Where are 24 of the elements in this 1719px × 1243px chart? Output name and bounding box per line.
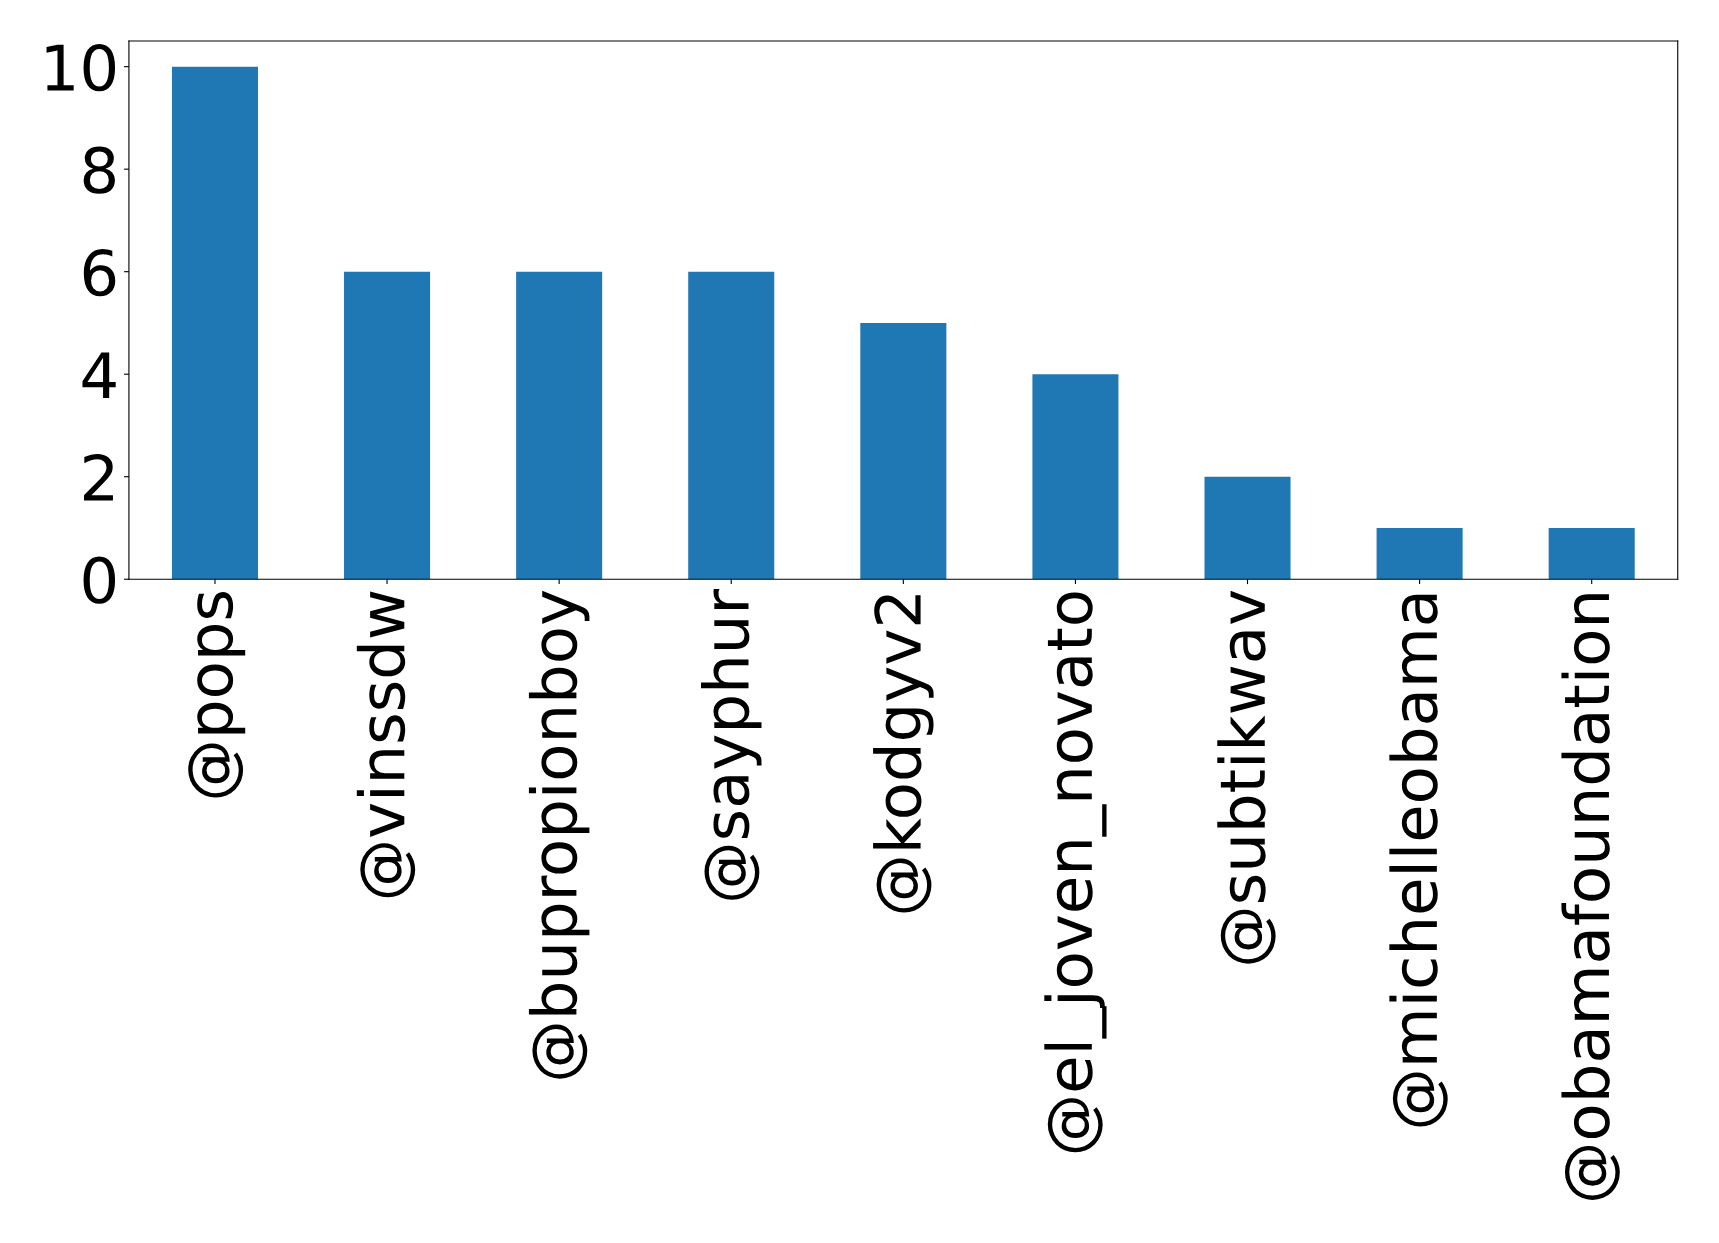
x-tick-label: @obamafoundation <box>1561 594 1620 1200</box>
x-tick-label: @el_joven_novato <box>1044 592 1107 1153</box>
x-tick-label: @michelleobama <box>1389 594 1448 1127</box>
bar <box>171 66 258 580</box>
bar <box>860 322 947 580</box>
bar <box>344 271 431 580</box>
bar <box>1548 527 1635 580</box>
bar <box>516 271 603 580</box>
y-tick-label: 0 <box>83 556 116 604</box>
bar <box>1204 476 1291 580</box>
x-tick-label: @vinssdw <box>356 591 416 898</box>
y-tick-label: 6 <box>83 249 116 297</box>
bar <box>688 271 775 580</box>
x-tick-label: @pops <box>188 592 246 798</box>
bar <box>1376 527 1463 580</box>
y-tick-label: 2 <box>84 454 113 501</box>
y-tick-label: 10 <box>46 44 116 92</box>
x-tick-label: @bupropionboy <box>528 590 590 1079</box>
x-tick-label: @subtikwav <box>1217 590 1276 964</box>
bar <box>1032 374 1119 580</box>
y-tick-label: 8 <box>83 146 115 194</box>
y-tick-label: 4 <box>82 352 116 398</box>
x-tick-label: @kodgyv2 <box>873 595 934 913</box>
x-tick-label: @sayphur <box>701 588 762 900</box>
